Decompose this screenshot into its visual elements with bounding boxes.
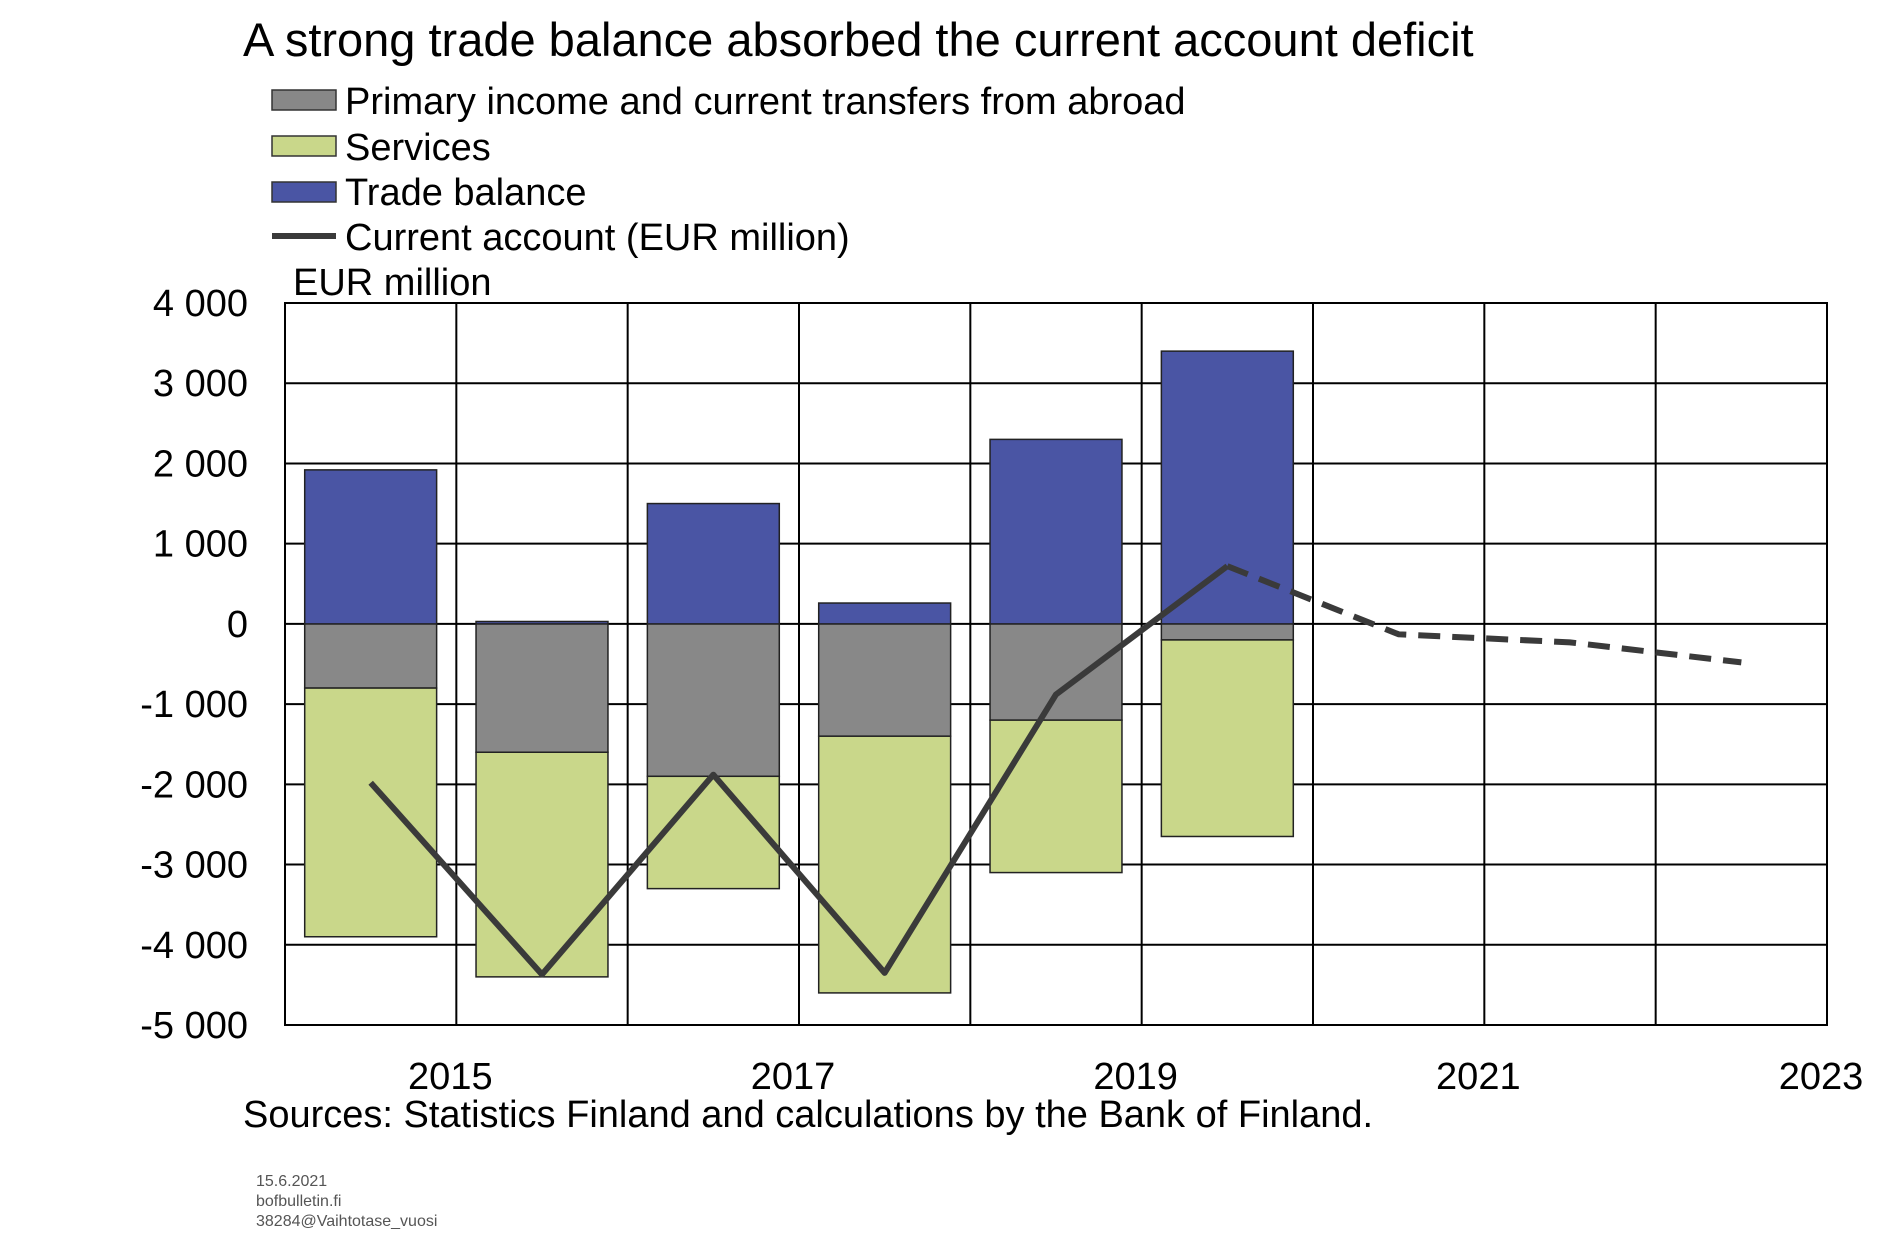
bar-primary-income-and-current-transfers-from-abroad-2015 [303, 623, 438, 689]
current-account-line-forecast [1226, 563, 1742, 666]
bar-trade-balance-2017 [646, 502, 781, 625]
current-account-line-actual [368, 563, 1230, 978]
bar-services-2016 [475, 751, 609, 978]
bar-primary-income-and-current-transfers-from-abroad-2017 [646, 623, 781, 778]
bars [303, 350, 1295, 994]
x-axis-ticks: 2015 2017 2019 2021 2023 [408, 1056, 1863, 1098]
plot-frame [284, 302, 1828, 1026]
y-tick-label: -4 000 [140, 925, 248, 967]
bar-trade-balance-2015 [303, 469, 438, 625]
footer-code: 38284@Vaihtotase_vuosi [256, 1213, 437, 1230]
y-tick-label: 1 000 [153, 524, 248, 566]
x-tick-label: 2017 [751, 1056, 836, 1098]
y-tick-label: -2 000 [140, 764, 248, 806]
bar-trade-balance-2016 [475, 620, 609, 625]
legend-label-services: Services [345, 127, 491, 169]
x-tick-label: 2023 [1779, 1056, 1864, 1098]
x-tick-label: 2015 [408, 1056, 493, 1098]
legend-swatch-trade-balance [271, 181, 337, 203]
footer-site: bofbulletin.fi [256, 1193, 341, 1210]
y-axis-ticks: 4 000 3 000 2 000 1 000 0 -1 000 -2 000 -3 000 -… [140, 283, 248, 1047]
bar-trade-balance-2020 [1160, 350, 1295, 625]
bar-primary-income-and-current-transfers-from-abroad-2019 [989, 623, 1123, 721]
y-tick-label: 0 [227, 604, 248, 646]
bar-primary-income-and-current-transfers-from-abroad-2016 [475, 623, 609, 753]
source-note: Sources: Statistics Finland and calculat… [243, 1094, 1373, 1136]
bar-services-2015 [303, 687, 438, 938]
y-tick-label: -1 000 [140, 684, 248, 726]
y-tick-label: -3 000 [140, 845, 248, 887]
legend-swatch-primary-income [271, 89, 337, 111]
y-axis-unit-label: EUR million [293, 262, 491, 304]
chart-title: A strong trade balance absorbed the curr… [243, 13, 1474, 66]
y-tick-label: -5 000 [140, 1005, 248, 1047]
legend-swatch-services [271, 135, 337, 157]
y-tick-label: 4 000 [153, 283, 248, 325]
current-account-line [368, 563, 1742, 978]
y-tick-label: 3 000 [153, 363, 248, 405]
bar-primary-income-and-current-transfers-from-abroad-2020 [1160, 623, 1295, 641]
bar-services-2019 [989, 719, 1123, 874]
bar-primary-income-and-current-transfers-from-abroad-2018 [817, 623, 952, 737]
bar-services-2020 [1160, 639, 1295, 838]
x-tick-label: 2019 [1093, 1056, 1178, 1098]
legend-label-current-account: Current account (EUR million) [345, 217, 850, 259]
bar-trade-balance-2019 [989, 438, 1123, 625]
legend: Primary income and current transfers fro… [271, 81, 1186, 259]
bar-services-2018 [817, 735, 952, 994]
legend-label-primary-income: Primary income and current transfers fro… [345, 81, 1186, 123]
legend-label-trade-balance: Trade balance [345, 172, 587, 214]
footer-date: 15.6.2021 [256, 1173, 327, 1190]
bar-trade-balance-2018 [817, 602, 952, 625]
y-tick-label: 2 000 [153, 443, 248, 485]
x-tick-label: 2021 [1436, 1056, 1521, 1098]
